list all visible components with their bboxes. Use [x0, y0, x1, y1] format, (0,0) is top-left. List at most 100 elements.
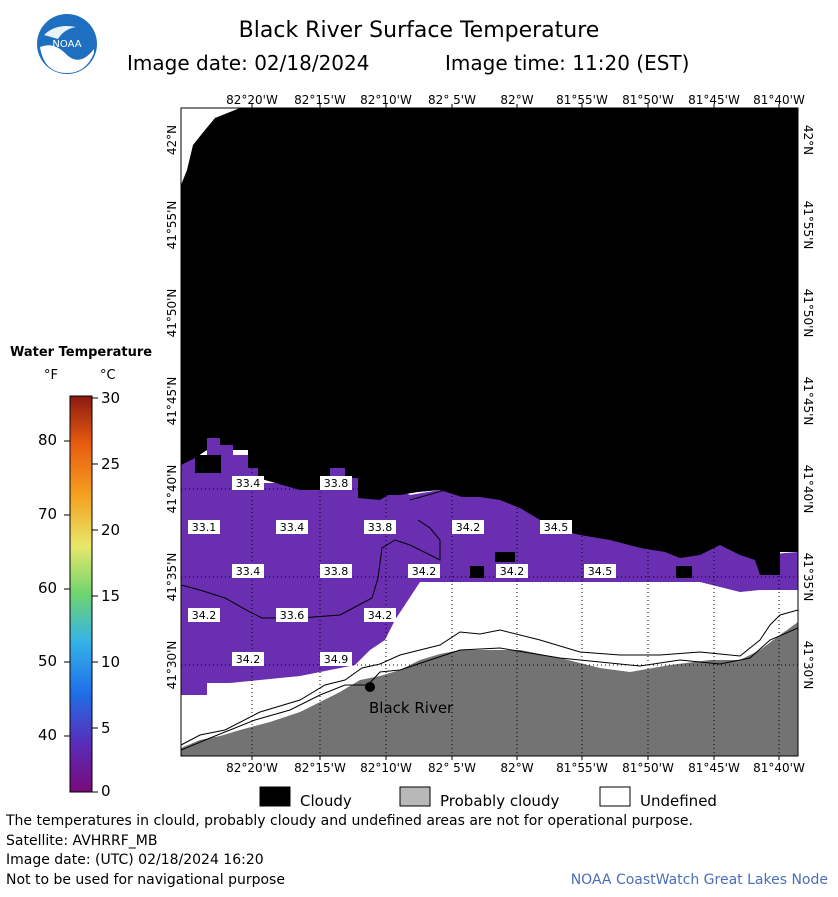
- legend-cloudy-label: Cloudy: [300, 792, 352, 810]
- legend-swatch-probably-cloudy: [399, 786, 431, 807]
- temp-label: 34.2: [408, 564, 440, 578]
- left-lat-label: 41°55'N: [165, 201, 179, 250]
- temp-label: 34.2: [232, 652, 264, 666]
- svg-text:34.2: 34.2: [500, 565, 525, 578]
- bottom-lon-label: 81°40'W: [753, 761, 805, 775]
- temp-label: 33.8: [364, 520, 396, 534]
- left-lat-label: 41°40'N: [165, 465, 179, 514]
- svg-text:33.8: 33.8: [324, 477, 349, 490]
- graticule: [181, 108, 798, 756]
- river-channel: [181, 519, 441, 619]
- black-river-marker: [365, 682, 375, 692]
- temp-label: 34.5: [584, 564, 616, 578]
- bottom-lon-label: 82°10'W: [360, 761, 412, 775]
- top-lon-label: 81°45'W: [688, 93, 740, 107]
- top-lon-label: 82°20'W: [226, 93, 278, 107]
- cloud-fringe: [676, 566, 692, 578]
- scale-unit-f: °F: [44, 368, 58, 383]
- temp-label: 33.8: [320, 476, 352, 490]
- svg-text:34.2: 34.2: [236, 653, 261, 666]
- right-lat-label: 41°35'N: [801, 553, 815, 602]
- right-lat-label: 41°30'N: [801, 641, 815, 690]
- scale-f-label: 70: [38, 505, 58, 523]
- scale-c-label: 20: [101, 521, 121, 539]
- svg-text:34.9: 34.9: [324, 653, 349, 666]
- scale-bar: [69, 395, 93, 793]
- scale-c-label: 15: [101, 587, 121, 605]
- footer-image-date: Image date: (UTC) 02/18/2024 16:20: [6, 852, 264, 868]
- noaa-logo: NOAA: [37, 14, 97, 74]
- temp-label: 34.2: [364, 608, 396, 622]
- svg-text:33.4: 33.4: [236, 565, 261, 578]
- top-lon-label: 82°10'W: [360, 93, 412, 107]
- temp-label: 33.6: [276, 608, 308, 622]
- svg-text:NOAA: NOAA: [52, 39, 81, 50]
- scale-c-label: 0: [101, 782, 111, 800]
- svg-text:34.2: 34.2: [368, 609, 393, 622]
- svg-text:34.2: 34.2: [192, 609, 217, 622]
- scale-f-label: 50: [38, 652, 58, 670]
- legend-key: [259, 786, 631, 807]
- shoreline: [181, 609, 798, 746]
- temp-label: 34.2: [496, 564, 528, 578]
- cloud-fringe: [495, 552, 515, 562]
- temperature-map: 82°20'W 82°15'W 82°10'W 82° 5'W 82°W 81°…: [165, 93, 815, 775]
- map-ticks: [251, 104, 780, 760]
- bottom-lon-label: 81°55'W: [556, 761, 608, 775]
- temp-label: 34.9: [320, 652, 352, 666]
- svg-text:33.1: 33.1: [192, 521, 217, 534]
- top-lon-label: 81°50'W: [622, 93, 674, 107]
- cloud-fringe: [195, 455, 221, 473]
- temp-label: 33.4: [276, 520, 308, 534]
- bottom-lon-label: 81°50'W: [622, 761, 674, 775]
- left-lat-label: 42°N: [165, 125, 179, 155]
- top-lon-label: 81°40'W: [753, 93, 805, 107]
- page-title: Black River Surface Temperature: [238, 18, 600, 43]
- right-lat-label: 41°45'N: [801, 377, 815, 426]
- image-time: Image time: 11:20 (EST): [445, 51, 690, 75]
- temp-label: 34.5: [540, 520, 572, 534]
- svg-text:33.4: 33.4: [236, 477, 261, 490]
- svg-text:33.8: 33.8: [368, 521, 393, 534]
- svg-text:33.6: 33.6: [280, 609, 305, 622]
- left-lat-label: 41°35'N: [165, 553, 179, 602]
- svg-text:34.2: 34.2: [412, 565, 437, 578]
- legend-probably-cloudy-label: Probably cloudy: [440, 792, 560, 810]
- cloud-mask: [181, 108, 798, 575]
- scale-c-label: 30: [101, 389, 121, 407]
- top-lon-label: 81°55'W: [556, 93, 608, 107]
- scale-c-label: 10: [101, 653, 121, 671]
- left-lat-label: 41°30'N: [165, 641, 179, 690]
- temperature-color-scale: [64, 395, 98, 793]
- svg-text:34.2: 34.2: [456, 521, 481, 534]
- shoreline: [181, 627, 798, 751]
- legend-swatch-undefined: [599, 786, 631, 807]
- temp-label: 33.4: [232, 564, 264, 578]
- scale-f-label: 40: [38, 726, 58, 744]
- left-lat-label: 41°50'N: [165, 289, 179, 338]
- right-lat-label: 41°40'N: [801, 465, 815, 514]
- right-lat-label: 41°50'N: [801, 289, 815, 338]
- scale-c-label: 5: [101, 719, 111, 737]
- temp-label: 33.1: [188, 520, 220, 534]
- scale-f-label: 60: [38, 579, 58, 597]
- legend-undefined-label: Undefined: [640, 792, 717, 810]
- bottom-lon-label: 82° 5'W: [428, 761, 476, 775]
- footer-satellite: Satellite: AVHRRF_MB: [6, 833, 158, 849]
- land-area: [181, 622, 798, 756]
- right-lat-label: 41°55'N: [801, 201, 815, 250]
- map-frame: [180, 107, 799, 757]
- scale-f-label: 80: [38, 431, 58, 449]
- top-lon-label: 82°W: [500, 93, 533, 107]
- bottom-lon-label: 82°20'W: [226, 761, 278, 775]
- svg-text:34.5: 34.5: [588, 565, 613, 578]
- cloud-fringe: [470, 566, 484, 578]
- top-lon-label: 82° 5'W: [428, 93, 476, 107]
- credit-link[interactable]: NOAA CoastWatch Great Lakes Node: [570, 872, 828, 888]
- temp-label: 34.2: [452, 520, 484, 534]
- legend-swatch-cloudy: [259, 786, 291, 807]
- svg-text:33.8: 33.8: [324, 565, 349, 578]
- image-date: Image date: 02/18/2024: [127, 51, 370, 75]
- scale-title: Water Temperature: [10, 345, 153, 360]
- temp-label: 34.2: [188, 608, 220, 622]
